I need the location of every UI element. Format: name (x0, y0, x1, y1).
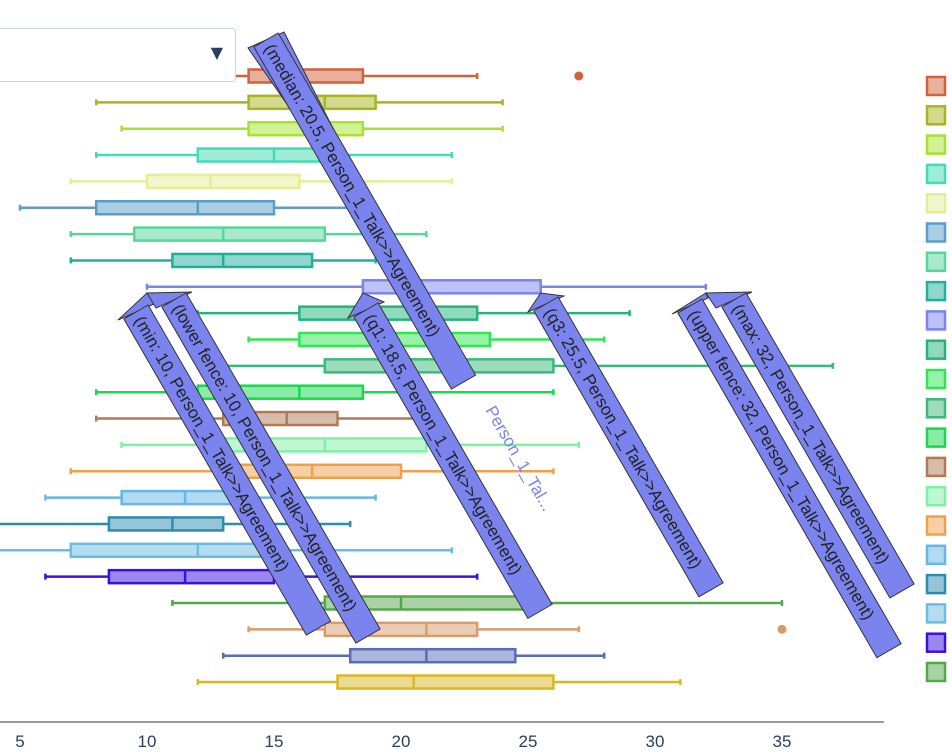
box-trace[interactable] (0, 542, 454, 559)
box-trace[interactable] (69, 226, 428, 242)
hover-series-name: Person_1_Tal... (482, 403, 558, 515)
box-trace[interactable] (69, 252, 377, 269)
box-trace[interactable] (44, 489, 377, 506)
box-trace[interactable] (171, 595, 784, 611)
iqr-box (107, 568, 276, 585)
iqr-box (133, 226, 327, 242)
legend-item[interactable] (925, 75, 947, 97)
outlier-point (574, 71, 584, 81)
x-tick-label: 5 (15, 732, 24, 751)
legend-item[interactable] (925, 163, 947, 185)
legend-item[interactable] (925, 310, 947, 331)
legend-item[interactable] (925, 222, 947, 243)
hover-box (123, 304, 332, 636)
iqr-box (298, 305, 479, 321)
iqr-box (69, 542, 276, 559)
legend-item[interactable] (925, 134, 947, 155)
box-trace[interactable] (196, 674, 682, 690)
box-trace[interactable] (44, 568, 479, 585)
hover-text: (lower fence: 10, Person_1_Talk>>Agreeme… (168, 301, 360, 615)
series-dropdown[interactable]: ▼ (0, 28, 236, 82)
box-trace[interactable] (69, 463, 555, 479)
iqr-box (171, 252, 314, 269)
legend-item[interactable] (925, 251, 947, 273)
iqr-box (348, 647, 517, 664)
legend-item[interactable] (925, 280, 947, 302)
hover-text: (q3: 25.5, Person_1_Talk>>Agreement) (540, 305, 705, 572)
legend-item[interactable] (925, 632, 947, 653)
legend-item[interactable] (925, 339, 947, 360)
legend-item[interactable] (925, 603, 947, 624)
box-trace[interactable] (247, 621, 787, 638)
legend-item[interactable] (925, 456, 947, 478)
legend-item[interactable] (925, 544, 947, 566)
hover-box (353, 302, 553, 620)
legend-item[interactable] (925, 368, 947, 390)
hover-box (533, 296, 724, 598)
legend-item[interactable] (925, 661, 947, 683)
iqr-box (145, 173, 301, 190)
hover-box (721, 292, 915, 599)
hover-box (253, 32, 477, 390)
iqr-box (196, 147, 327, 163)
legend-item[interactable] (925, 398, 947, 419)
legend-item[interactable] (925, 192, 947, 214)
legend-item[interactable] (925, 105, 947, 126)
x-tick-label: 30 (646, 732, 665, 751)
x-tick-label: 10 (138, 732, 157, 751)
x-tick-label: 15 (265, 732, 284, 751)
legend-item[interactable] (925, 427, 947, 448)
box-trace[interactable] (94, 147, 454, 163)
box-trace[interactable] (221, 647, 606, 664)
hover-label: (max: 32, Person_1_Talk>>Agreement) (704, 291, 915, 599)
iqr-box (94, 200, 276, 216)
iqr-box (336, 674, 555, 690)
outlier-point (777, 624, 787, 634)
iqr-box (107, 516, 225, 532)
hover-text: (median: 20.5, Person_1_Talk>>Agreement) (260, 41, 444, 340)
box-trace[interactable] (69, 173, 454, 190)
legend-item[interactable] (925, 485, 947, 507)
box-trace[interactable] (18, 200, 352, 216)
x-tick-label: 25 (519, 732, 538, 751)
legend-item[interactable] (925, 515, 947, 536)
hover-box (161, 292, 381, 644)
x-tick-label: 20 (392, 732, 411, 751)
x-tick-label: 35 (773, 732, 792, 751)
hover-box (677, 298, 902, 659)
legend-item[interactable] (925, 573, 947, 595)
triangle-down-icon: ▼ (210, 43, 223, 62)
